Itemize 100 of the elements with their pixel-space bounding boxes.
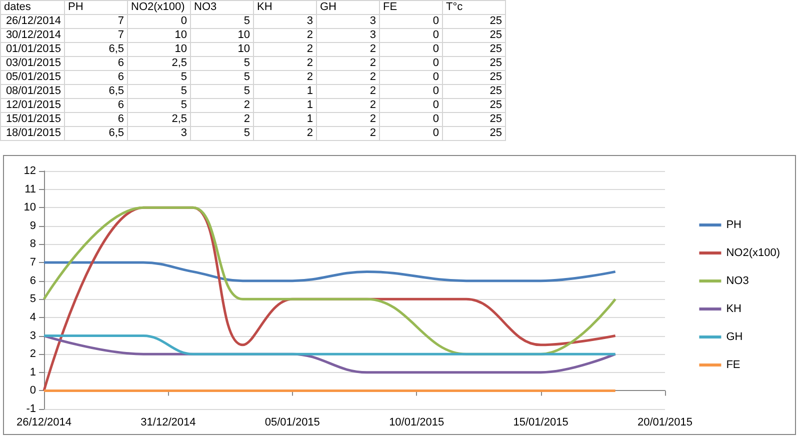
y-tick-label: 4 xyxy=(30,311,36,324)
x-tick-label: 20/01/2015 xyxy=(637,416,693,428)
text: FE xyxy=(380,0,442,14)
y-tick-label: 6 xyxy=(30,274,36,287)
data-label: 2 xyxy=(254,56,316,70)
data-label: 3 xyxy=(316,14,380,28)
data-label: 2 xyxy=(254,28,316,42)
data-label: 1 xyxy=(254,112,316,126)
data-label: 25 xyxy=(442,14,506,28)
category-label: 08/01/2015 xyxy=(0,84,64,98)
data-label: 25 xyxy=(442,98,506,112)
y-tick-label: 0 xyxy=(30,384,36,397)
data-label: 2 xyxy=(316,70,380,84)
data-label: 5 xyxy=(128,98,190,112)
text: NO2(x100) xyxy=(128,0,190,14)
data-label: 0 xyxy=(380,42,442,56)
category-label: 18/01/2015 xyxy=(0,126,64,140)
y-tick-label: 7 xyxy=(30,256,36,269)
data-label: 2 xyxy=(316,56,380,70)
category-label: 30/12/2014 xyxy=(0,28,64,42)
data-label: 0 xyxy=(380,14,442,28)
data-label: 0 xyxy=(380,126,442,140)
data-label: 5 xyxy=(190,84,254,98)
data-label: 3 xyxy=(128,126,190,140)
category-label: 01/01/2015 xyxy=(0,42,64,56)
y-tick-label: 2 xyxy=(30,348,36,360)
text: NO3 xyxy=(190,0,254,14)
legend-label: PH xyxy=(726,219,742,231)
data-label: 10 xyxy=(128,28,190,42)
data-label: 25 xyxy=(442,28,506,42)
data-label: 2 xyxy=(190,98,254,112)
data-label: 1 xyxy=(254,98,316,112)
data-label: 2 xyxy=(254,42,316,56)
data-label: 2 xyxy=(190,112,254,126)
data-label: 2,5 xyxy=(128,112,190,126)
data-label: 6 xyxy=(64,112,128,126)
text: PH xyxy=(64,0,128,14)
data-label: 0 xyxy=(128,14,190,28)
data-label: 2 xyxy=(254,126,316,140)
x-tick-label: 15/01/2015 xyxy=(513,416,568,428)
y-tick-label: -1 xyxy=(26,403,36,415)
data-label: 10 xyxy=(190,42,254,56)
text: dates xyxy=(0,0,64,14)
y-tick-label: 3 xyxy=(30,330,36,342)
data-label: 0 xyxy=(380,70,442,84)
data-label: 2,5 xyxy=(128,56,190,70)
data-label: 0 xyxy=(380,112,442,126)
x-tick-label: 31/12/2014 xyxy=(140,416,196,428)
y-tick-label: 10 xyxy=(24,202,36,214)
data-label: 5 xyxy=(190,14,254,28)
text: GH xyxy=(316,0,380,14)
data-label: 3 xyxy=(316,28,380,42)
legend-label: NO3 xyxy=(726,275,749,287)
data-label: 6 xyxy=(64,56,128,70)
x-tick-label: 05/01/2015 xyxy=(264,416,320,428)
data-label: 25 xyxy=(442,56,506,70)
category-label: 12/01/2015 xyxy=(0,98,64,112)
data-label: 5 xyxy=(190,56,254,70)
y-tick-label: 5 xyxy=(30,293,36,306)
data-label: 25 xyxy=(442,126,506,140)
data-label: 5 xyxy=(128,84,190,98)
data-label: 1 xyxy=(254,84,316,98)
data-label: 6,5 xyxy=(64,84,128,98)
x-tick-label: 10/01/2015 xyxy=(389,416,444,428)
category-label: 03/01/2015 xyxy=(0,56,64,70)
data-label: 5 xyxy=(190,70,254,84)
y-tick-label: 12 xyxy=(24,165,36,177)
data-label: 2 xyxy=(316,98,380,112)
data-label: 2 xyxy=(316,84,380,98)
data-label: 7 xyxy=(64,28,128,42)
category-label: 15/01/2015 xyxy=(0,112,64,126)
data-label: 2 xyxy=(316,112,380,126)
data-label: 2 xyxy=(316,126,380,140)
data-label: 0 xyxy=(380,84,442,98)
y-tick-label: 1 xyxy=(30,366,36,378)
data-label: 2 xyxy=(254,70,316,84)
legend-label: GH xyxy=(726,331,743,343)
data-label: 6 xyxy=(64,98,128,112)
y-tick-label: 8 xyxy=(30,238,36,250)
data-label: 25 xyxy=(442,70,506,84)
x-tick-label: 26/12/2014 xyxy=(16,416,72,428)
data-label: 3 xyxy=(254,14,316,28)
data-label: 0 xyxy=(380,56,442,70)
y-tick-label: 11 xyxy=(24,183,36,196)
data-label: 7 xyxy=(64,14,128,28)
text: T°c xyxy=(442,0,506,14)
data-label: 25 xyxy=(442,84,506,98)
data-label: 0 xyxy=(380,28,442,42)
data-label: 10 xyxy=(128,42,190,56)
data-label: 0 xyxy=(380,98,442,112)
data-label: 2 xyxy=(316,42,380,56)
legend-label: FE xyxy=(726,359,740,371)
data-label: 6 xyxy=(64,70,128,84)
data-label: 6,5 xyxy=(64,42,128,56)
data-label: 25 xyxy=(442,42,506,56)
data-label: 5 xyxy=(128,70,190,84)
category-label: 26/12/2014 xyxy=(0,14,64,28)
data-label: 6,5 xyxy=(64,126,128,140)
category-label: 05/01/2015 xyxy=(0,70,64,84)
data-label: 5 xyxy=(190,126,254,140)
